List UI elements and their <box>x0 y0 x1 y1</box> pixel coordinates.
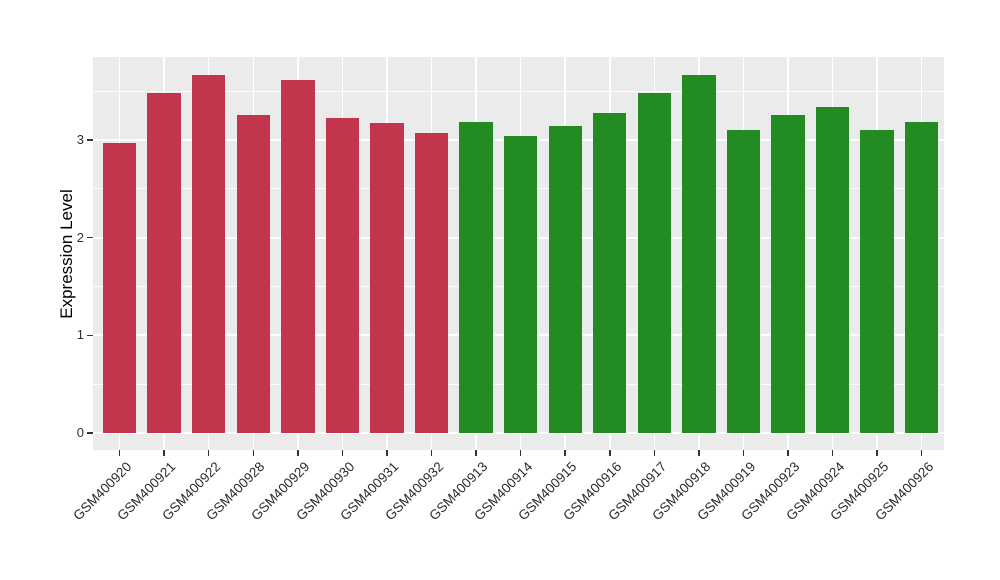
minor-gridline <box>93 90 944 92</box>
x-tick-mark <box>163 450 165 456</box>
bar <box>860 130 894 433</box>
bar <box>682 74 716 433</box>
bar <box>102 142 137 433</box>
x-tick-mark <box>831 450 834 456</box>
bar <box>771 114 805 433</box>
y-axis-title: Expression Level <box>57 189 76 319</box>
x-tick-mark <box>386 450 388 456</box>
bar <box>815 106 850 433</box>
y-tick-label: 3 <box>76 131 84 147</box>
bar <box>726 130 761 433</box>
x-tick-mark <box>341 450 344 456</box>
y-tick-mark <box>87 139 93 141</box>
bar <box>147 93 181 433</box>
x-tick-mark <box>609 450 611 456</box>
y-tick-mark <box>87 432 93 434</box>
x-tick-mark <box>787 450 789 456</box>
y-tick-label: 2 <box>76 229 84 245</box>
x-tick-mark <box>519 450 522 456</box>
x-tick-mark <box>118 450 121 456</box>
x-tick-mark <box>920 450 923 456</box>
bar <box>370 123 404 433</box>
bar <box>459 122 493 433</box>
x-tick-mark <box>742 450 745 456</box>
bar <box>325 117 360 433</box>
x-tick-mark <box>252 450 255 456</box>
x-tick-mark <box>653 450 656 456</box>
major-gridline <box>93 432 944 434</box>
x-tick-mark <box>207 450 210 456</box>
bar <box>414 133 449 433</box>
y-tick-mark <box>87 236 93 239</box>
bar <box>548 126 582 433</box>
bar <box>503 136 538 433</box>
bar <box>281 80 315 433</box>
bar <box>236 114 270 433</box>
bar <box>637 93 671 433</box>
x-tick-mark <box>297 450 299 456</box>
bar <box>192 74 226 433</box>
bar <box>593 112 627 433</box>
y-tick-label: 1 <box>76 327 84 343</box>
x-tick-mark <box>698 450 700 456</box>
plot-panel <box>93 57 944 450</box>
x-tick-mark <box>475 450 477 456</box>
x-tick-mark <box>430 450 433 456</box>
x-tick-mark <box>876 450 878 456</box>
x-tick-mark <box>564 450 566 456</box>
y-tick-mark <box>87 334 93 337</box>
bar <box>904 122 939 433</box>
y-tick-label: 0 <box>76 425 84 440</box>
